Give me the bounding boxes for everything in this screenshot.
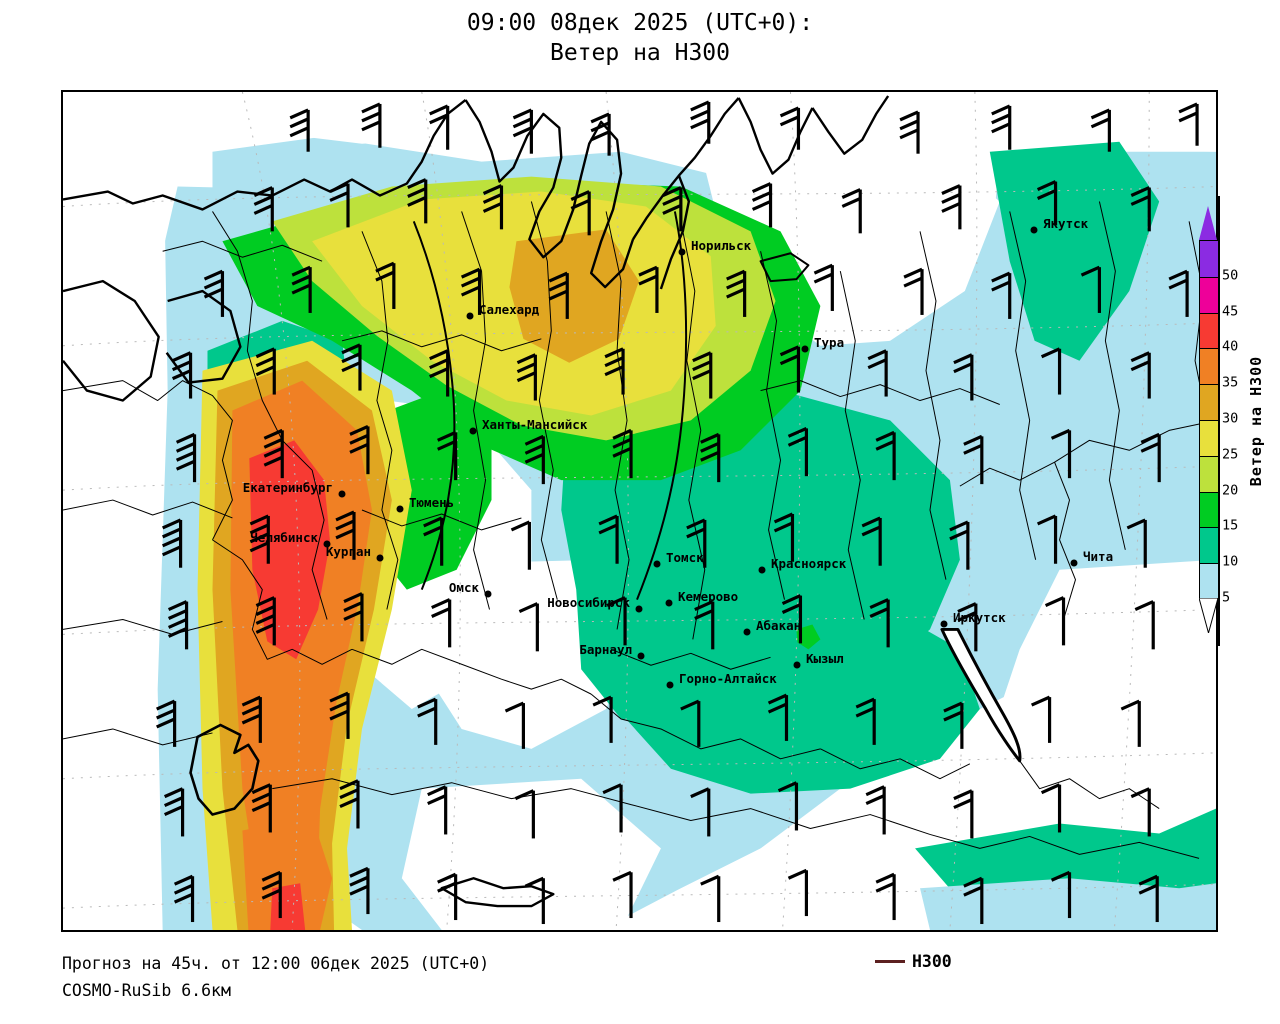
city-label: Норильск — [691, 238, 752, 253]
colorbar-bar — [1199, 240, 1220, 600]
city-dot-icon — [1070, 559, 1078, 567]
city-dot-icon — [323, 540, 331, 548]
city-dot-icon — [940, 620, 948, 628]
city-dot-icon — [484, 590, 492, 598]
colorbar-tick-label: 25 — [1222, 446, 1239, 463]
city-label: Барнаул — [579, 642, 632, 657]
city-label: Иркутск — [953, 610, 1006, 625]
map-canvas — [63, 92, 1216, 930]
city-dot-icon — [635, 605, 643, 613]
colorbar[interactable]: 50 45 40 35 30 25 20 15 10 5 Ветер на H300 — [1196, 196, 1280, 646]
city-label: Салехард — [479, 302, 540, 317]
colorbar-segment — [1200, 455, 1219, 492]
city-label: Кызыл — [806, 651, 844, 666]
city-label: Красноярск — [771, 556, 847, 571]
colorbar-segment — [1200, 348, 1219, 385]
city-label: Омск — [448, 580, 479, 595]
map-borders — [63, 201, 1216, 859]
city-dot-icon — [1030, 226, 1038, 234]
city-dot-icon — [338, 490, 346, 498]
city-dot-icon — [637, 652, 645, 660]
city-label: Тура — [814, 335, 845, 350]
colorbar-segment — [1200, 276, 1219, 313]
title-line-2: Ветер на H300 — [549, 40, 730, 66]
city-label: Чита — [1083, 549, 1114, 564]
colorbar-bottom-arrow — [1199, 598, 1218, 633]
colorbar-segment — [1200, 419, 1219, 456]
colorbar-segment — [1200, 384, 1219, 420]
city-dot-icon — [466, 312, 474, 320]
legend-h300-label: H300 — [912, 952, 952, 971]
model-info-line: COSMO-RuSib 6.6км — [62, 981, 231, 1000]
city-label: Абакан — [756, 618, 802, 633]
wind-barbs — [156, 100, 1199, 925]
colorbar-tick-label: 30 — [1222, 410, 1239, 427]
colorbar-segment — [1200, 312, 1219, 349]
city-label: Горно-Алтайск — [679, 671, 777, 686]
colorbar-title: Ветер на H300 — [1247, 355, 1265, 487]
city-dot-icon — [666, 681, 674, 689]
city-label: Якутск — [1043, 216, 1089, 231]
colorbar-segment — [1200, 527, 1219, 564]
city-label: Тюмень — [409, 495, 455, 510]
colorbar-tick-label: 50 — [1222, 267, 1239, 284]
city-dot-icon — [743, 628, 751, 636]
city-label: Екатеринбург — [242, 480, 333, 495]
colorbar-segment — [1200, 241, 1219, 277]
weather-map[interactable]: Якутск Норильск Салехард Тура Ханты-Мансийск… — [61, 90, 1218, 932]
colorbar-tick-label: 40 — [1222, 338, 1239, 355]
city-dot-icon — [793, 661, 801, 669]
legend-h300: H300 — [875, 952, 952, 971]
colorbar-tick-label: 45 — [1222, 303, 1239, 320]
city-dot-icon — [653, 560, 661, 568]
forecast-info-line: Прогноз на 45ч. от 12:00 06дек 2025 (UTC… — [62, 954, 490, 973]
contour-band-40 — [249, 440, 331, 930]
city-dot-icon — [376, 554, 384, 562]
title-line-1: 09:00 08дек 2025 (UTC+0): — [466, 10, 814, 36]
page-title: 09:00 08дек 2025 (UTC+0): Ветер на H300 — [0, 8, 1280, 68]
city-dot-icon — [469, 427, 477, 435]
colorbar-tick-label: 5 — [1222, 589, 1231, 606]
legend-line-swatch — [875, 960, 905, 963]
city-label: Новосибирск — [547, 595, 630, 610]
city-label: Томск — [666, 550, 704, 565]
city-label: Челябинск — [250, 530, 318, 545]
city-label: Курган — [325, 544, 371, 559]
colorbar-segment — [1200, 491, 1219, 528]
colorbar-segment — [1200, 563, 1219, 599]
city-dot-icon — [801, 345, 809, 353]
city-label: Ханты-Мансийск — [482, 417, 588, 432]
colorbar-tick-label: 35 — [1222, 374, 1239, 391]
colorbar-tick-label: 15 — [1222, 517, 1239, 534]
city-dot-icon — [396, 505, 404, 513]
city-dot-icon — [665, 599, 673, 607]
city-dot-icon — [678, 248, 686, 256]
colorbar-tick-label: 20 — [1222, 482, 1239, 499]
map-graticule — [63, 92, 1216, 930]
footer: Прогноз на 45ч. от 12:00 06дек 2025 (UTC… — [62, 950, 1262, 1004]
city-label: Кемерово — [678, 589, 739, 604]
city-dot-icon — [758, 566, 766, 574]
colorbar-axis — [1218, 196, 1220, 646]
colorbar-tick-label: 10 — [1222, 553, 1239, 570]
colorbar-top-arrow — [1199, 206, 1217, 240]
